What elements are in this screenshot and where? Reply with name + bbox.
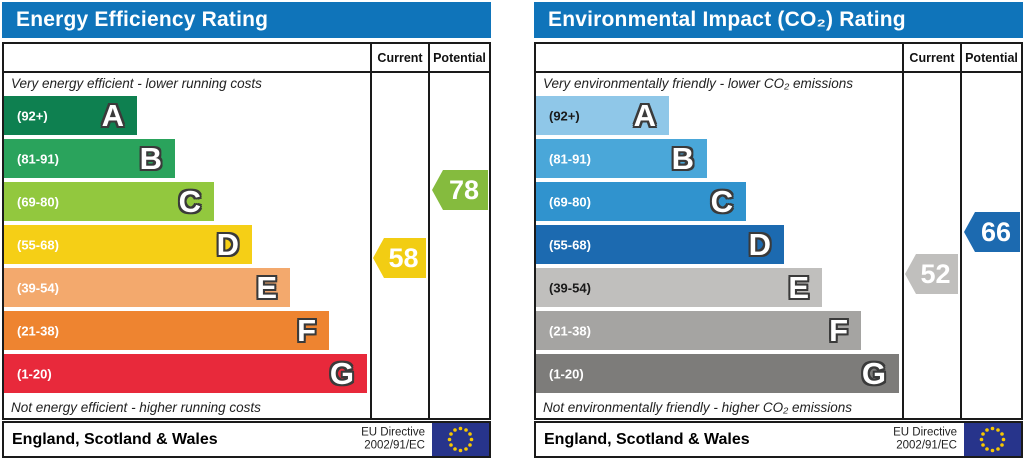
eu-directive-line1: EU Directive [361,425,425,438]
band-c: (69-80) C [4,182,214,221]
potential-column-header: Potential [965,50,1018,65]
band-d: (55-68) D [4,225,252,264]
band-range-label: (81-91) [17,151,59,166]
bottom-caption: Not energy efficient - higher running co… [11,400,261,415]
environmental-impact-chart: Environmental Impact (CO₂) Rating Curren… [534,2,1023,458]
energy-chart-footer: England, Scotland & Wales EU Directive 2… [2,421,491,458]
band-a: (92+) A [4,96,137,135]
band-range-label: (1-20) [549,366,584,381]
band-letter: A [101,97,124,133]
band-letter: G [329,355,354,391]
potential-column-header: Potential [433,50,486,65]
band-d: (55-68) D [536,225,784,264]
band-letter: B [671,140,694,176]
potential-rating-arrow: 66 [964,212,1020,252]
environmental-title-bar: Environmental Impact (CO₂) Rating [534,2,1023,38]
current-column-divider [902,44,904,418]
potential-column-divider [960,44,962,418]
eu-directive-line2: 2002/91/EC [896,439,957,452]
band-range-label: (39-54) [17,280,59,295]
eu-flag [432,423,489,456]
environmental-rating-table: Current Potential Very environmentally f… [534,42,1023,420]
band-letter: E [256,269,277,305]
energy-title-bar: Energy Efficiency Rating [2,2,491,38]
eu-directive-line2: 2002/91/EC [364,439,425,452]
environmental-chart-title: Environmental Impact (CO₂) Rating [548,8,906,31]
energy-rating-table: Current Potential Very energy efficient … [2,42,491,420]
band-range-label: (39-54) [549,280,591,295]
band-range-label: (21-38) [17,323,59,338]
band-range-label: (1-20) [17,366,52,381]
top-caption: Very energy efficient - lower running co… [11,76,262,91]
band-letter: E [788,269,809,305]
energy-efficiency-chart: Energy Efficiency Rating Current Potenti… [2,2,491,458]
eu-directive-label: EU Directive 2002/91/EC [361,426,425,453]
band-b: (81-91) B [536,139,707,178]
band-f: (21-38) F [536,311,861,350]
band-letter: D [748,226,771,262]
band-letter: C [178,183,201,219]
band-range-label: (92+) [17,108,48,123]
region-label: England, Scotland & Wales [12,430,218,448]
band-letter: A [633,97,656,133]
band-letter: F [297,312,316,348]
energy-chart-title: Energy Efficiency Rating [16,8,269,31]
eu-flag [964,423,1021,456]
eu-directive-line1: EU Directive [893,425,957,438]
band-c: (69-80) C [536,182,746,221]
band-letter: F [829,312,848,348]
band-letter: C [710,183,733,219]
top-caption: Very environmentally friendly - lower CO… [543,76,853,91]
band-e: (39-54) E [536,268,822,307]
band-range-label: (55-68) [17,237,59,252]
current-rating-arrow: 52 [905,254,958,294]
band-letter: D [216,226,239,262]
band-b: (81-91) B [4,139,175,178]
band-range-label: (69-80) [17,194,59,209]
region-label: England, Scotland & Wales [544,430,750,448]
current-column-header: Current [909,50,955,65]
band-range-label: (69-80) [549,194,591,209]
column-header-row [536,44,1021,73]
eu-directive-label: EU Directive 2002/91/EC [893,426,957,453]
band-range-label: (92+) [549,108,580,123]
band-e: (39-54) E [4,268,290,307]
band-range-label: (21-38) [549,323,591,338]
band-a: (92+) A [536,96,669,135]
band-letter: G [861,355,886,391]
band-f: (21-38) F [4,311,329,350]
potential-column-divider [428,44,430,418]
column-header-row [4,44,489,73]
potential-rating-arrow: 78 [432,170,488,210]
band-range-label: (81-91) [549,151,591,166]
current-rating-arrow: 58 [373,238,426,278]
band-g: (1-20) G [4,354,367,393]
bottom-caption: Not environmentally friendly - higher CO… [543,400,853,415]
environmental-chart-footer: England, Scotland & Wales EU Directive 2… [534,421,1023,458]
band-range-label: (55-68) [549,237,591,252]
band-g: (1-20) G [536,354,899,393]
current-column-divider [370,44,372,418]
current-column-header: Current [377,50,423,65]
band-letter: B [139,140,162,176]
